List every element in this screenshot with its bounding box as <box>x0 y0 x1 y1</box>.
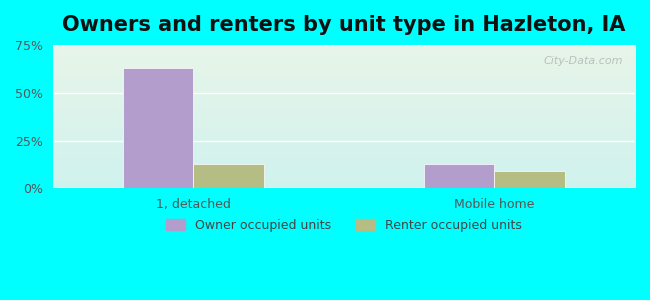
Bar <box>123 68 193 188</box>
Legend: Owner occupied units, Renter occupied units: Owner occupied units, Renter occupied un… <box>161 214 526 237</box>
Title: Owners and renters by unit type in Hazleton, IA: Owners and renters by unit type in Hazle… <box>62 15 625 35</box>
Text: City-Data.com: City-Data.com <box>544 56 623 66</box>
Bar <box>193 164 263 188</box>
Bar <box>424 164 495 188</box>
Bar <box>495 171 565 188</box>
